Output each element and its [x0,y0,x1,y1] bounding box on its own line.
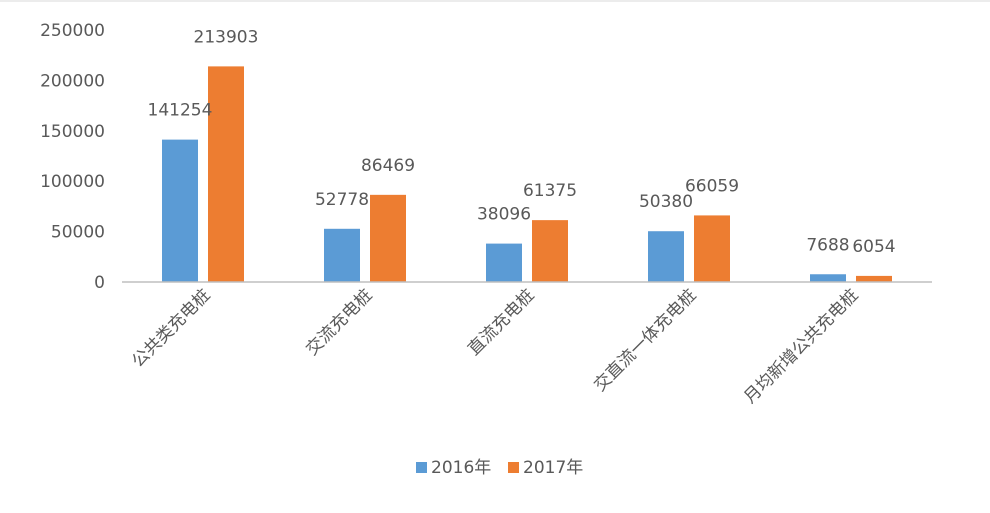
data-label: 50380 [639,192,693,212]
data-label: 66059 [685,176,739,196]
bars [162,66,892,282]
data-label: 6054 [852,237,895,257]
data-label: 7688 [806,235,849,255]
data-label: 86469 [361,156,415,176]
data-labels: 141254 52778 38096 50380 7688 213903 86469 6137… [148,27,896,257]
y-tick-label: 250000 [40,21,105,41]
data-label: 213903 [194,27,259,47]
legend-swatch [508,462,519,473]
legend-label: 2016年 [431,458,491,478]
legend-swatch [416,462,427,473]
data-label: 61375 [523,181,577,201]
data-label: 141254 [148,101,213,121]
category-label: 交直流一体充电桩 [590,285,700,395]
bar-series1 [810,274,846,282]
data-label: 38096 [477,205,531,225]
y-tick-label: 100000 [40,172,105,192]
x-axis: 公共类充电桩 交流充电桩 直流充电桩 交直流一体充电桩 月均新增公共充电桩 [128,285,862,407]
bar-series1 [648,231,684,282]
category-label: 直流充电桩 [464,285,538,359]
bar-series2 [532,220,568,282]
bar-series2 [856,275,892,282]
bar-series2 [694,215,730,282]
y-tick-label: 0 [94,273,105,293]
y-axis: 0 50000 100000 150000 200000 250000 [40,21,105,293]
y-tick-label: 50000 [51,223,105,243]
legend: 2016年 2017年 [416,458,583,478]
bar-series2 [208,66,244,282]
y-tick-label: 150000 [40,122,105,142]
category-label: 月均新增公共充电桩 [740,285,862,407]
bar-series1 [162,139,198,282]
data-label: 52778 [315,190,369,210]
category-label: 交流充电桩 [302,285,376,359]
bar-series1 [486,243,522,282]
y-tick-label: 200000 [40,71,105,91]
category-label: 公共类充电桩 [128,285,214,371]
legend-label: 2017年 [523,458,583,478]
bar-series2 [370,194,406,282]
bar-series1 [324,228,360,282]
